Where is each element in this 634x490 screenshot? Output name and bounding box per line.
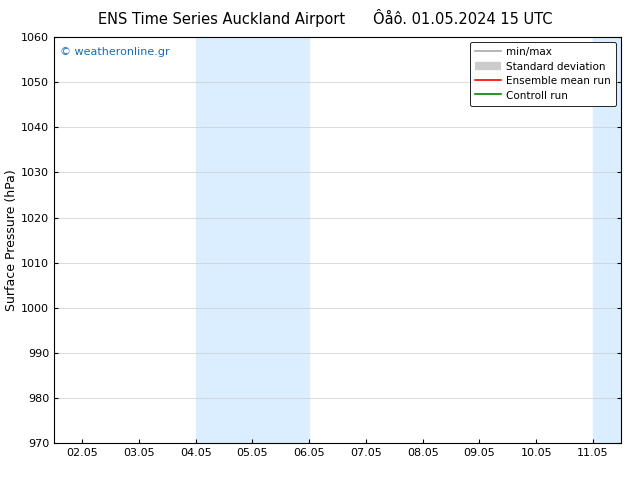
Legend: min/max, Standard deviation, Ensemble mean run, Controll run: min/max, Standard deviation, Ensemble me… bbox=[470, 42, 616, 106]
Y-axis label: Surface Pressure (hPa): Surface Pressure (hPa) bbox=[5, 169, 18, 311]
Bar bbox=[593, 37, 634, 443]
Bar bbox=[196, 37, 309, 443]
Text: Ôåô. 01.05.2024 15 UTC: Ôåô. 01.05.2024 15 UTC bbox=[373, 12, 553, 27]
Text: © weatheronline.gr: © weatheronline.gr bbox=[60, 47, 169, 57]
Text: ENS Time Series Auckland Airport: ENS Time Series Auckland Airport bbox=[98, 12, 346, 27]
